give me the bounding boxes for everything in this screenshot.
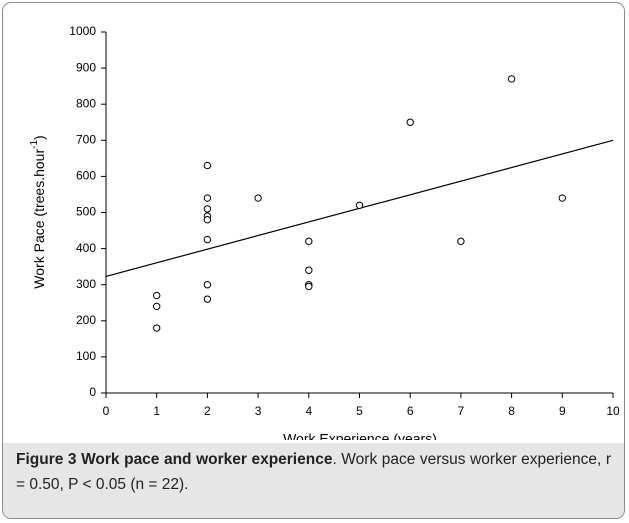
x-tick-label: 7 <box>458 404 465 418</box>
figure-frame: Figure 3 Work pace and worker experience… <box>2 2 625 519</box>
point <box>153 302 161 311</box>
point <box>203 235 212 244</box>
point <box>305 266 313 274</box>
y-label-suffix: ) <box>31 135 47 140</box>
point <box>203 161 212 170</box>
x-tick-label: 1 <box>153 404 160 418</box>
point <box>203 295 212 303</box>
point <box>457 237 465 246</box>
y-tick-label: 1000 <box>69 24 96 38</box>
y-tick-label: 200 <box>76 313 96 327</box>
point <box>203 281 212 289</box>
y-tick-label: 300 <box>76 277 96 291</box>
y-tick-label: 700 <box>76 132 96 146</box>
y-tick-label: 400 <box>76 241 96 255</box>
point <box>507 75 516 83</box>
caption-title: Figure 3 Work pace and worker experience <box>16 451 333 468</box>
point <box>203 216 212 224</box>
y-tick-label: 0 <box>89 385 96 399</box>
x-tick-label: 9 <box>559 404 566 418</box>
x-tick-label: 8 <box>508 404 515 418</box>
x-tick-label: 4 <box>305 404 312 418</box>
y-tick-label: 100 <box>76 349 96 363</box>
point <box>305 237 313 246</box>
point <box>203 205 212 213</box>
x-tick-label: 10 <box>606 404 620 418</box>
y-tick-label: 900 <box>76 60 96 74</box>
chart: Work Experience (years) Work Pace (trees… <box>29 24 620 440</box>
y-label-sup: -1 <box>29 140 40 149</box>
point <box>153 324 161 332</box>
y-axis-label: Work Pace (trees.hour-1) <box>29 135 47 288</box>
caption: Figure 3 Work pace and worker experience… <box>3 443 624 518</box>
point <box>153 291 161 300</box>
point <box>305 282 313 291</box>
point <box>254 194 262 202</box>
point <box>558 194 566 202</box>
x-tick-label: 3 <box>255 404 262 418</box>
x-tick-label: 2 <box>204 404 211 418</box>
y-tick-label: 800 <box>76 96 96 110</box>
x-tick-label: 6 <box>407 404 414 418</box>
caption-text: . Work pace versus worker experience, r … <box>16 451 611 493</box>
y-tick-label: 500 <box>76 205 96 219</box>
x-tick-label: 0 <box>103 404 110 418</box>
point <box>406 118 414 126</box>
y-label-text: Work Pace (trees.hour <box>31 149 47 289</box>
y-tick-label: 600 <box>76 169 96 183</box>
x-axis-label: Work Experience (years) <box>283 431 437 440</box>
point <box>203 194 212 202</box>
point <box>355 201 364 209</box>
x-tick-label: 5 <box>356 404 363 418</box>
